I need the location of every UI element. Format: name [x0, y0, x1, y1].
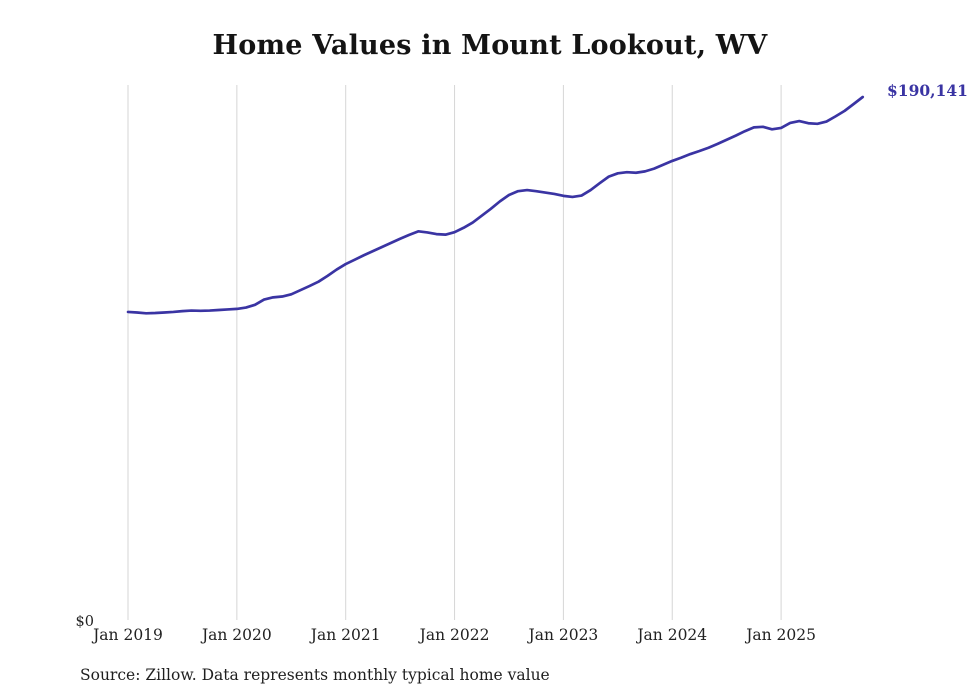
- x-tick-label: Jan 2021: [309, 626, 381, 644]
- x-tick-label: Jan 2022: [418, 626, 490, 644]
- x-tick-label: Jan 2024: [635, 626, 707, 644]
- home-value-line: [126, 95, 865, 315]
- x-tick-label: Jan 2025: [744, 626, 816, 644]
- latest-value-label: $190,141: [887, 81, 968, 100]
- y-tick-label: $0: [76, 614, 94, 630]
- x-tick-label: Jan 2023: [526, 626, 598, 644]
- source-note: Source: Zillow. Data represents monthly …: [80, 666, 550, 684]
- x-tick-label: Jan 2020: [200, 626, 272, 644]
- x-tick-label: Jan 2019: [91, 626, 163, 644]
- chart-title: Home Values in Mount Lookout, WV: [212, 30, 768, 61]
